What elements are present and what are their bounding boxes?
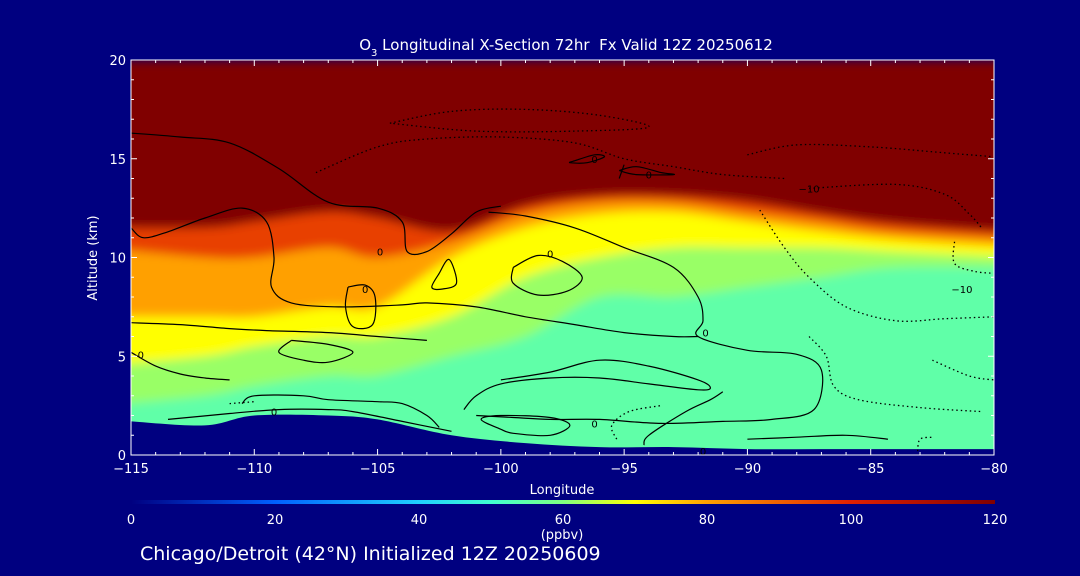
contour-line — [131, 351, 230, 381]
y-axis-label: Altitude (km) — [86, 215, 101, 300]
contour-lines — [131, 108, 994, 452]
contour-line — [952, 241, 994, 274]
contour-line — [344, 284, 377, 330]
colorbar-tick-label: 0 — [127, 513, 135, 528]
contour-line — [759, 209, 994, 322]
contour-line — [131, 132, 502, 256]
contour-line — [278, 339, 354, 364]
contour-label: 0 — [702, 329, 708, 340]
concentration-band — [131, 266, 994, 455]
contour-line — [619, 166, 675, 176]
colorbar-tick-label: 120 — [983, 513, 1008, 528]
x-tick-label: −115 — [113, 462, 149, 477]
contour-line — [480, 414, 571, 437]
contour-label: 0 — [700, 447, 706, 458]
contour-line — [167, 408, 452, 432]
contour-label: −10 — [799, 184, 820, 195]
plot-area: 0 0 0 0 0 0 0 0 0 0 −10 −10 — [131, 60, 994, 458]
x-tick-label: −110 — [236, 462, 272, 477]
colorbar-tick-label: 20 — [267, 513, 284, 528]
contour-label: 0 — [591, 155, 597, 166]
contour-line — [932, 359, 994, 381]
contour-line — [389, 108, 650, 133]
x-tick-label: −100 — [483, 462, 519, 477]
y-axis: 0 5 10 15 20 — [109, 54, 994, 464]
x-axis: −115 −110 −105 −100 −95 −90 −85 −80 — [113, 60, 1008, 477]
contour-line — [510, 254, 583, 296]
y-tick-label: 10 — [109, 252, 126, 267]
y-tick-label: 20 — [109, 54, 126, 69]
contour-line — [463, 359, 712, 410]
contour-label: 0 — [271, 408, 277, 419]
colorbar-tick-label: 100 — [839, 513, 864, 528]
contour-line — [808, 336, 982, 413]
y-tick-label: 15 — [109, 153, 126, 168]
contour-line — [568, 154, 606, 164]
contour-label: −10 — [951, 285, 972, 296]
y-tick-label: 0 — [118, 449, 126, 464]
colorbar-ticks: 0 20 40 60 80 100 120 — [127, 513, 1008, 528]
x-tick-label: −90 — [734, 462, 761, 477]
contour-label: 0 — [646, 171, 652, 182]
contour-line — [315, 136, 785, 180]
terrain-mask — [131, 414, 994, 455]
contour-line — [131, 322, 427, 341]
chart-title: O3 Longitudinal X-Section 72hr Fx Valid … — [359, 36, 773, 59]
colorbar — [131, 500, 995, 504]
contour-line — [610, 404, 662, 440]
colorbar-tick-label: 60 — [555, 513, 572, 528]
footer-caption: Chicago/Detroit (42°N) Initialized 12Z 2… — [140, 543, 601, 565]
contour-label: 0 — [377, 248, 383, 259]
contour-label: 0 — [138, 350, 144, 361]
contour-line — [476, 211, 824, 425]
colorbar-label: (ppbv) — [541, 528, 584, 543]
contour-line — [809, 183, 983, 229]
x-axis-label: Longitude — [530, 483, 595, 498]
contour-line — [229, 401, 255, 405]
contour-labels: 0 0 0 0 0 0 0 0 0 0 −10 −10 — [138, 155, 973, 458]
x-tick-label: −105 — [360, 462, 396, 477]
contour-line — [747, 434, 889, 440]
contour-label: 0 — [591, 419, 597, 430]
contour-line — [643, 391, 724, 446]
y-tick-label: 5 — [118, 350, 126, 365]
x-tick-label: −95 — [610, 462, 637, 477]
contour-line — [618, 164, 625, 179]
x-tick-label: −80 — [980, 462, 1007, 477]
contour-line — [131, 207, 699, 338]
contour-line — [241, 394, 440, 428]
contour-line — [431, 258, 458, 291]
contour-label: 0 — [547, 250, 553, 261]
colorbar-tick-label: 40 — [411, 513, 428, 528]
x-tick-label: −85 — [857, 462, 884, 477]
contour-label: 0 — [362, 285, 368, 296]
colorbar-tick-label: 80 — [699, 513, 716, 528]
